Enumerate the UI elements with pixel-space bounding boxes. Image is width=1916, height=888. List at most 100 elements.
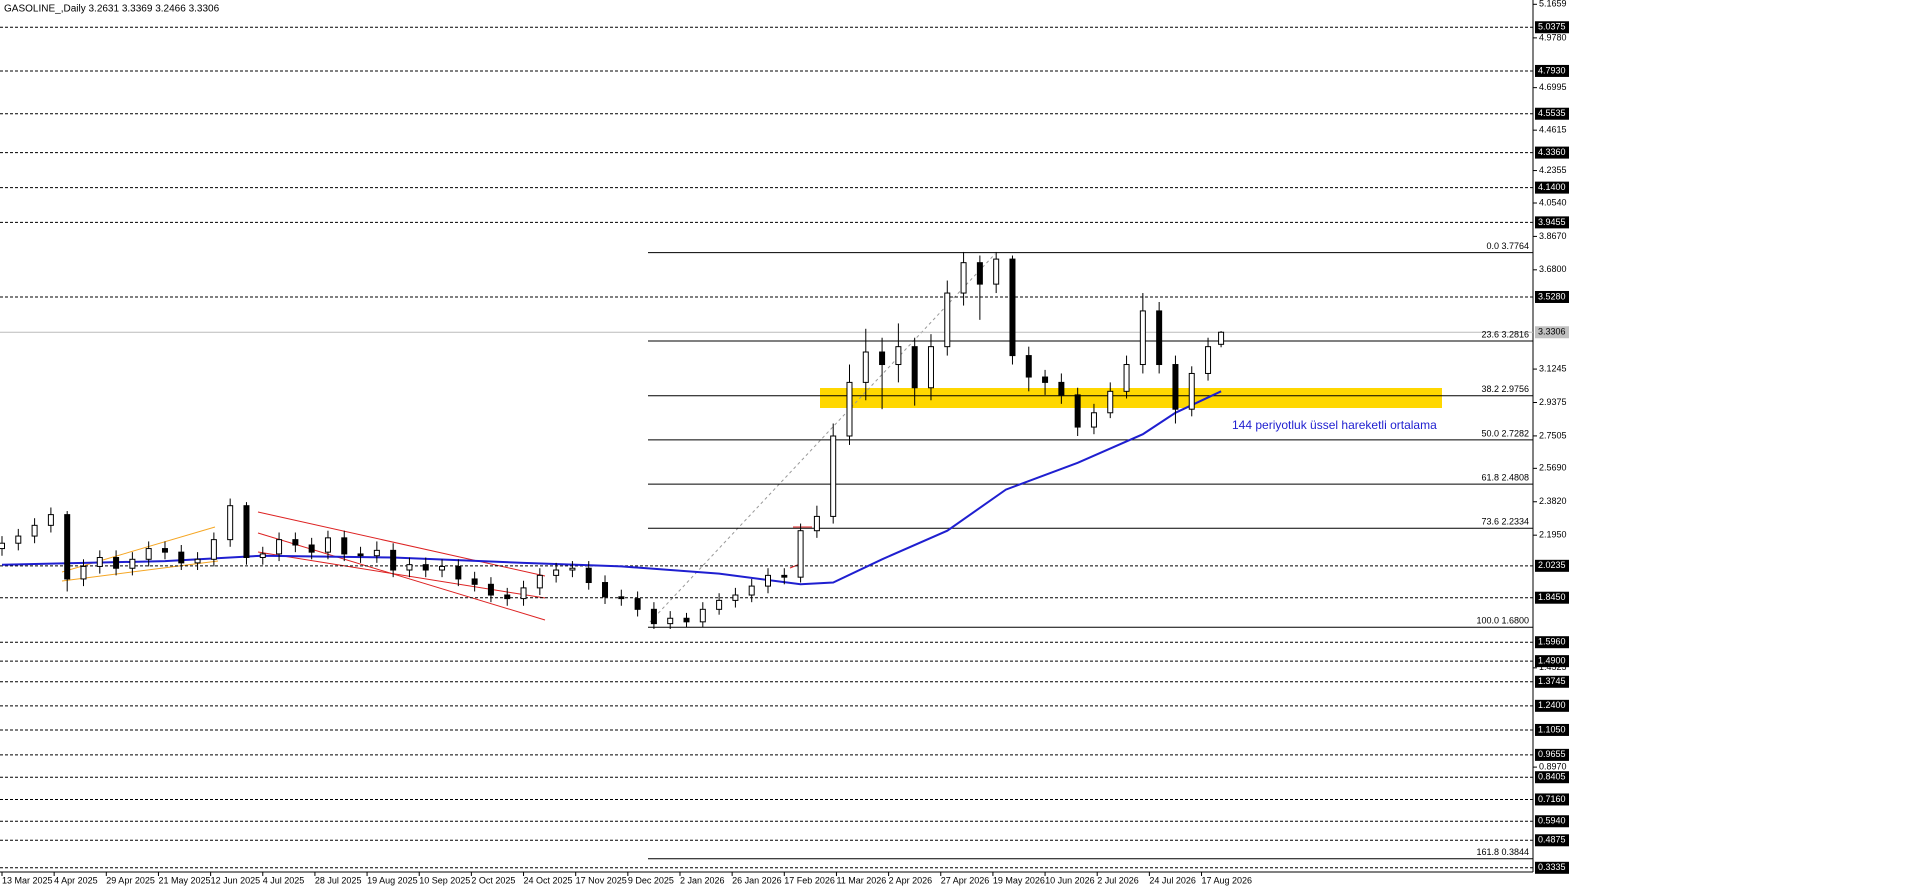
x-tick-label: 2 Oct 2025: [471, 875, 515, 885]
fib-connector: [649, 253, 996, 623]
candle-body: [487, 583, 494, 596]
candle-body: [1139, 310, 1146, 366]
level-label-box: [1535, 21, 1569, 34]
fib-label: 23.6 3.2816: [1481, 329, 1529, 339]
candle-body: [618, 596, 625, 600]
level-label-box: [1535, 559, 1569, 572]
x-tick-label: 24 Jul 2026: [1149, 875, 1196, 885]
candle-body: [895, 346, 902, 366]
x-tick-label: 26 Jan 2026: [732, 875, 782, 885]
y-tick-label: 2.3820: [1539, 496, 1567, 506]
candle-body: [927, 346, 934, 389]
x-tick-label: 4 Jul 2025: [263, 875, 305, 885]
level-label: 1.3745: [1538, 676, 1566, 686]
support-zone: [820, 388, 1442, 408]
candle-body: [602, 582, 609, 598]
y-tick-label: 5.1659: [1539, 0, 1567, 9]
y-tick-label: 2.1950: [1539, 530, 1567, 540]
candle-body: [194, 558, 201, 564]
level-label-box: [1535, 636, 1569, 649]
x-tick-label: 28 Jul 2025: [315, 875, 362, 885]
x-tick-label: 29 Apr 2025: [106, 875, 155, 885]
candle-body: [1058, 381, 1065, 396]
level-label: 0.8405: [1538, 772, 1566, 782]
candle-body: [161, 548, 168, 553]
candle-body: [765, 574, 771, 587]
y-tick-label: 2.9375: [1539, 397, 1567, 407]
candle-body: [553, 569, 560, 576]
current-price-box: [1535, 326, 1569, 339]
candle-body: [797, 530, 804, 578]
candle-body: [390, 549, 397, 571]
annotation: 144 periyotluk üssel hareketli ortalama: [1232, 418, 1437, 432]
x-tick-label: 24 Oct 2025: [524, 875, 573, 885]
x-tick-label: 10 Jun 2026: [1045, 875, 1095, 885]
current-price-label: 3.3306: [1538, 327, 1566, 337]
x-tick-label: 10 Sep 2025: [419, 875, 470, 885]
candle-body: [976, 262, 983, 285]
x-tick-label: 2 Jan 2026: [680, 875, 725, 885]
level-label: 5.0375: [1538, 22, 1566, 32]
level-label-box: [1535, 723, 1569, 736]
candle-body: [113, 557, 120, 569]
candle-body: [178, 551, 185, 564]
level-label: 3.5280: [1538, 291, 1566, 301]
fib-label: 38.2 2.9756: [1481, 384, 1529, 394]
y-tick-label: 3.1245: [1539, 363, 1567, 373]
candle-body: [944, 292, 951, 348]
candle-body: [439, 565, 446, 571]
x-tick-label: 19 May 2026: [993, 875, 1045, 885]
candle-body: [1074, 394, 1081, 428]
level-label-box: [1535, 815, 1569, 828]
candle-body: [292, 539, 299, 546]
channel-line: [257, 532, 546, 621]
candle-body: [650, 608, 657, 625]
fib-label: 0.0 3.7764: [1486, 241, 1529, 251]
x-tick-label: 21 May 2025: [158, 875, 210, 885]
candle-body: [308, 544, 315, 553]
candle-body: [536, 574, 543, 589]
candle-body: [422, 564, 429, 571]
x-tick-label: 4 Apr 2025: [54, 875, 98, 885]
candle-body: [80, 565, 87, 580]
candle-body: [813, 515, 820, 532]
chart-title: GASOLINE_,Daily 3.2631 3.3369 3.2466 3.3…: [4, 4, 220, 15]
level-label-box: [1535, 771, 1569, 784]
fib-label: 100.0 1.6800: [1476, 616, 1529, 626]
x-tick-label: 19 Aug 2025: [367, 875, 418, 885]
candle-body: [145, 548, 152, 560]
candle-body: [1156, 310, 1163, 366]
candle-body: [227, 505, 234, 541]
candle-body: [15, 535, 22, 544]
candle-body: [960, 262, 967, 294]
candle-body: [276, 539, 283, 555]
level-label: 0.5940: [1538, 816, 1566, 826]
level-label-box: [1535, 146, 1569, 159]
level-label: 0.9655: [1538, 749, 1566, 759]
channel-line: [257, 511, 546, 577]
level-label: 1.1050: [1538, 724, 1566, 734]
candle-body: [1025, 355, 1032, 378]
candle-body: [1107, 390, 1114, 414]
level-label-box: [1535, 861, 1569, 874]
candle-body: [520, 587, 527, 600]
y-tick-label: 0.8970: [1539, 761, 1567, 771]
y-tick-label: 4.9780: [1539, 32, 1567, 42]
y-tick-label: 4.4615: [1539, 125, 1567, 135]
candle-body: [993, 258, 1000, 285]
candle-body: [1123, 364, 1130, 392]
level-label: 1.5960: [1538, 637, 1566, 647]
level-label-box: [1535, 793, 1569, 806]
level-label-box: [1535, 216, 1569, 229]
candle-body: [504, 594, 511, 600]
candle-body: [1205, 346, 1212, 374]
level-label-box: [1535, 699, 1569, 712]
level-label-box: [1535, 655, 1569, 668]
y-tick-label: 3.8670: [1539, 231, 1567, 241]
candle-body: [31, 524, 38, 537]
level-label: 1.2400: [1538, 700, 1566, 710]
fib-label: 73.6 2.2334: [1481, 517, 1529, 527]
channel-line: [61, 560, 219, 582]
candle-body: [471, 578, 478, 585]
